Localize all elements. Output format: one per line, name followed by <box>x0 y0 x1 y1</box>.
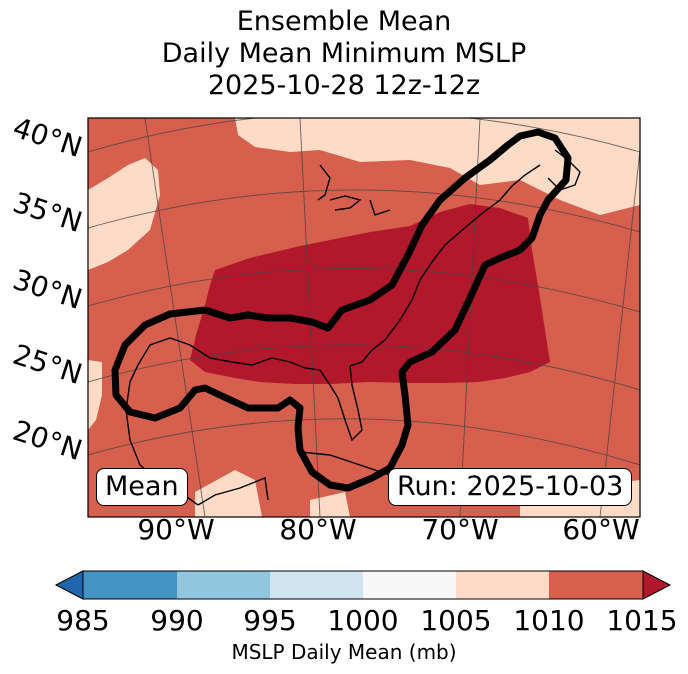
lon-label-90w: 90°W <box>137 513 215 546</box>
meridian-70w <box>459 118 481 517</box>
colorbar-bin-1005-1010 <box>456 571 549 599</box>
field-low-south-1 <box>195 470 262 517</box>
colorbar-tick-1000: 1000 <box>327 604 399 637</box>
colorbar-bin-990-995 <box>177 571 270 599</box>
field-low-north <box>235 118 640 215</box>
field-low-west <box>88 158 160 270</box>
coast-great-lakes <box>317 164 391 216</box>
colorbar-tick-995: 995 <box>243 604 297 637</box>
colorbar-bin-995-1000 <box>270 571 363 599</box>
colorbar-bin-1000-1005 <box>363 571 456 599</box>
parallel-25n <box>88 344 640 391</box>
lon-label-70w: 70°W <box>421 513 499 546</box>
meridian-90w <box>144 118 206 517</box>
run-date-badge: Run: 2025-10-03 <box>388 468 633 506</box>
colorbar-tick-1010: 1010 <box>513 604 585 637</box>
colorbar-label: MSLP Daily Mean (mb) <box>231 640 457 664</box>
field-low-west-lower <box>88 360 102 430</box>
parallel-35n <box>88 189 640 233</box>
graticule <box>88 118 640 517</box>
mean-badge: Mean <box>96 468 188 506</box>
colorbar-under-arrow <box>54 570 84 600</box>
colorbar-frame <box>82 570 644 600</box>
colorbar-tick-990: 990 <box>150 604 204 637</box>
coast-yucatan <box>197 477 269 506</box>
colorbar-bin-985-990 <box>83 571 177 599</box>
parallel-30n <box>88 268 640 313</box>
ensemble-contour <box>111 128 572 492</box>
colorbar-bin-1010-1015 <box>549 571 643 599</box>
parallel-20n <box>88 418 640 466</box>
title-line-3: 2025-10-28 12z-12z <box>207 70 481 101</box>
title-line-1: Ensemble Mean <box>236 6 452 37</box>
colorbar-tick-1005: 1005 <box>420 604 492 637</box>
colorbar-tick-985: 985 <box>56 604 110 637</box>
meridian-60w <box>599 149 640 517</box>
pressure-field <box>88 118 640 517</box>
lon-label-60w: 60°W <box>562 513 640 546</box>
meridian-80w <box>299 118 321 517</box>
colorbar <box>54 570 672 600</box>
title-line-2: Daily Mean Minimum MSLP <box>161 38 527 69</box>
parallel-40n <box>88 118 640 153</box>
coast-east <box>125 164 541 506</box>
lon-label-80w: 80°W <box>279 513 357 546</box>
field-high-center <box>190 204 550 384</box>
map-frame <box>87 117 641 518</box>
colorbar-tick-1015: 1015 <box>606 604 678 637</box>
colorbar-over-arrow <box>642 570 672 600</box>
